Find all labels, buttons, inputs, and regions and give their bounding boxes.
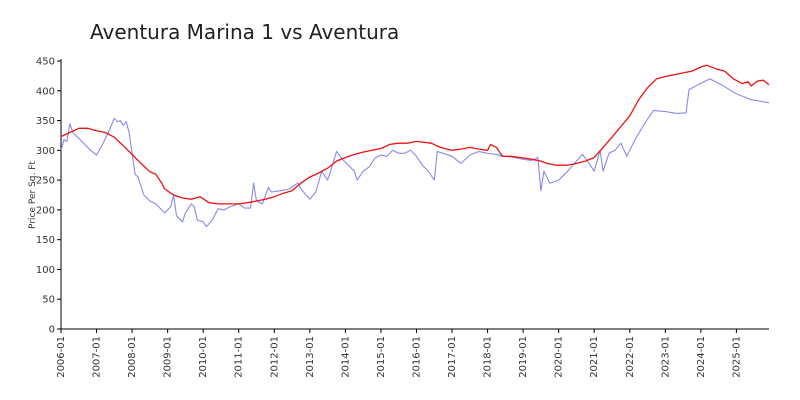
series-line-2 bbox=[60, 64, 770, 205]
series-layer bbox=[60, 64, 770, 228]
y-tick-label: 150 bbox=[36, 235, 55, 246]
x-tick-label: 2025-01 bbox=[731, 336, 742, 378]
axis-labels: 0 50 100 150 200 250 300 350 400 450 2006-01 2007-0… bbox=[28, 57, 742, 378]
axes bbox=[57, 59, 769, 333]
y-tick-label: 250 bbox=[36, 176, 55, 187]
y-tick-label: 0 bbox=[49, 325, 55, 336]
y-tick-label: 100 bbox=[36, 265, 55, 276]
y-tick-label: 450 bbox=[36, 57, 55, 68]
x-tick-label: 2006-01 bbox=[56, 336, 67, 378]
x-tick-label: 2023-01 bbox=[660, 336, 671, 378]
x-tick-label: 2008-01 bbox=[127, 336, 138, 378]
x-tick-label: 2012-01 bbox=[269, 336, 280, 378]
y-tick-label: 50 bbox=[42, 295, 55, 306]
series-line-1 bbox=[60, 78, 770, 228]
x-tick-label: 2013-01 bbox=[305, 336, 316, 378]
y-tick-label: 300 bbox=[36, 146, 55, 157]
y-axis-title: Price Per Sq. Ft bbox=[28, 161, 38, 229]
x-tick-label: 2022-01 bbox=[625, 336, 636, 378]
y-tick-label: 200 bbox=[36, 205, 55, 216]
chart-title: Aventura Marina 1 vs Aventura bbox=[90, 20, 400, 44]
x-tick-label: 2020-01 bbox=[554, 336, 565, 378]
y-tick-label: 350 bbox=[36, 116, 55, 127]
x-tick-label: 2021-01 bbox=[589, 336, 600, 378]
x-tick-label: 2016-01 bbox=[411, 336, 422, 378]
x-tick-label: 2017-01 bbox=[447, 336, 458, 378]
x-tick-label: 2010-01 bbox=[198, 336, 209, 378]
x-tick-label: 2018-01 bbox=[483, 336, 494, 378]
x-tick-label: 2015-01 bbox=[376, 336, 387, 378]
x-tick-label: 2014-01 bbox=[340, 336, 351, 378]
x-tick-label: 2019-01 bbox=[518, 336, 529, 378]
y-tick-label: 400 bbox=[36, 86, 55, 97]
x-tick-label: 2007-01 bbox=[92, 336, 103, 378]
x-tick-label: 2009-01 bbox=[163, 336, 174, 378]
x-tick-label: 2011-01 bbox=[234, 336, 245, 378]
x-tick-label: 2024-01 bbox=[696, 336, 707, 378]
